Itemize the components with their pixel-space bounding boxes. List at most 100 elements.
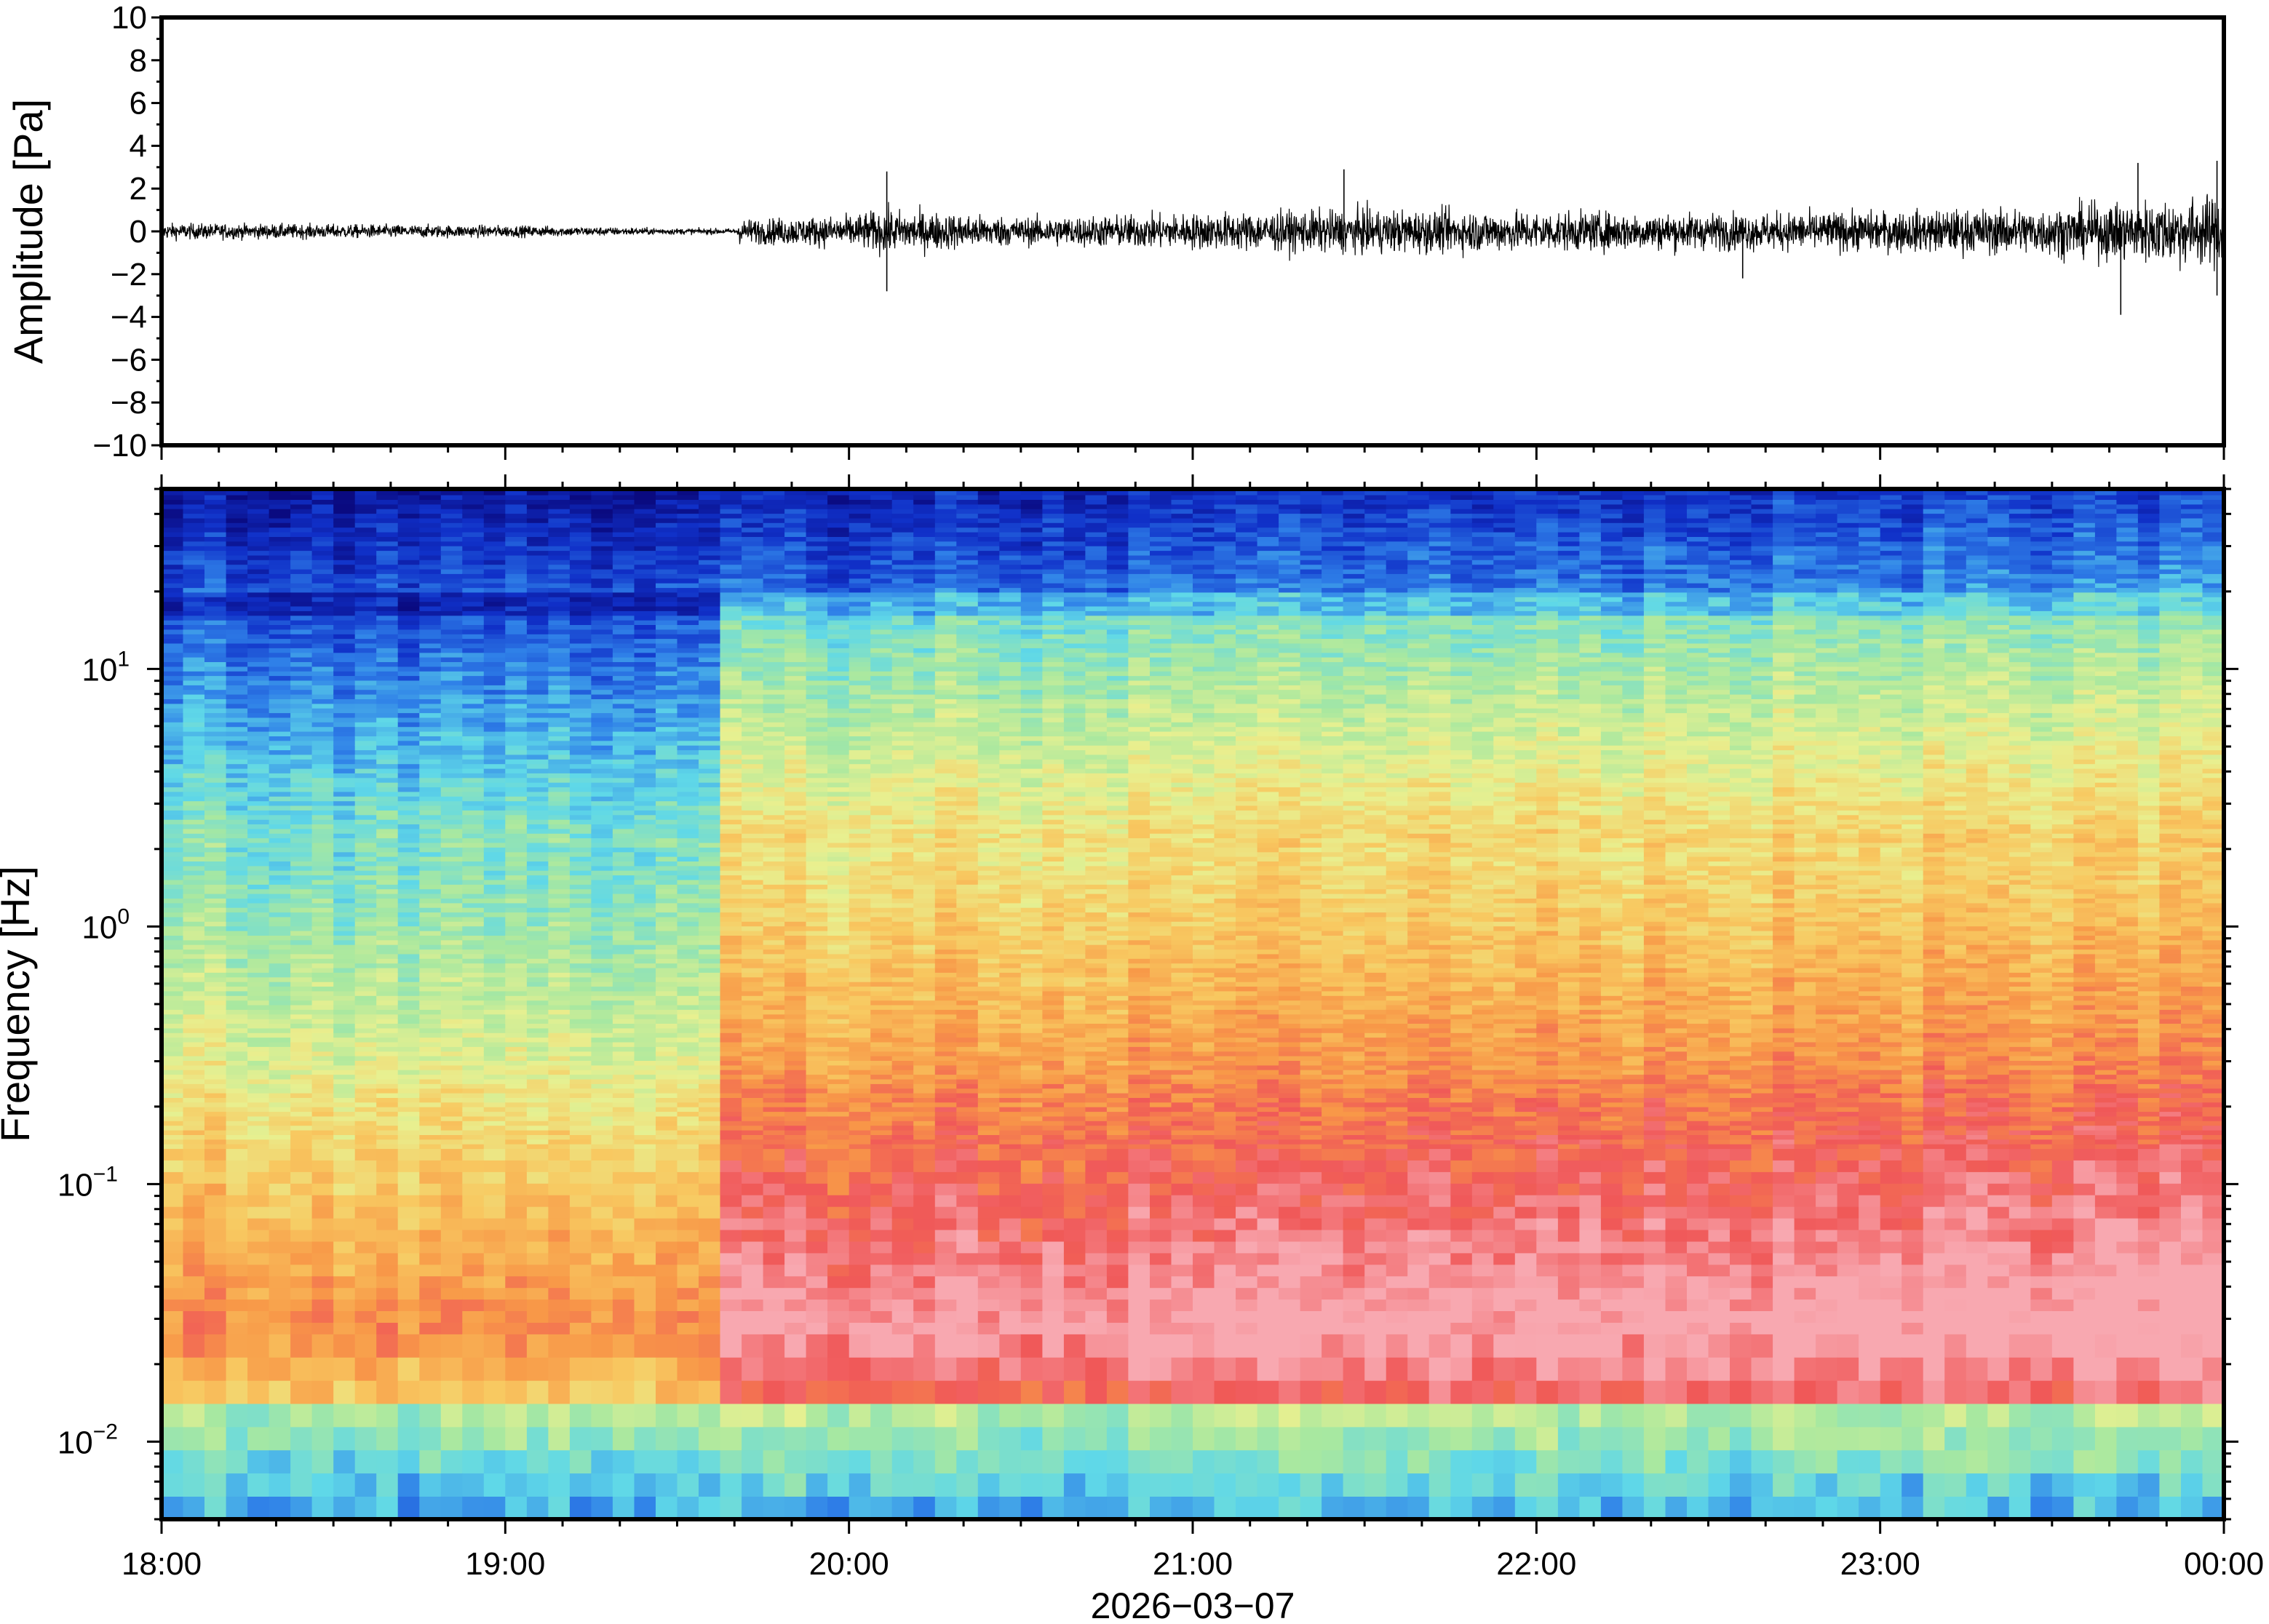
spectrogram-cell (784, 1229, 807, 1242)
spectrogram-cell (742, 499, 764, 505)
spectrogram-cell (483, 869, 506, 876)
spectrogram-cell (656, 1183, 678, 1195)
spectrogram-cell (204, 1060, 227, 1066)
spectrogram-cell (162, 861, 184, 867)
spectrogram-cell (183, 1037, 205, 1043)
spectrogram-cell (483, 601, 506, 607)
spectrogram-cell (720, 921, 742, 927)
spectrogram-cell (462, 921, 485, 927)
spectrogram-cell (204, 926, 227, 931)
spectrogram-cell (656, 1032, 678, 1038)
spectrogram-cell (548, 990, 571, 996)
spectrogram-cell (699, 1183, 721, 1195)
spectrogram-cell (226, 1171, 248, 1184)
spectrogram-cell (591, 642, 613, 648)
waveform-y-tick-label: 0 (130, 214, 147, 250)
spectrogram-cell (311, 1252, 334, 1265)
spectrogram-cell (634, 513, 656, 519)
spectrogram-cell (526, 1046, 549, 1052)
spectrogram-cell (462, 1046, 485, 1052)
spectrogram-cell (162, 527, 184, 533)
spectrogram-cell (677, 550, 699, 556)
spectrogram-cell (462, 601, 485, 607)
spectrogram-cell (634, 939, 656, 945)
spectrogram-cell (699, 912, 721, 918)
spectrogram-cell (569, 517, 592, 523)
spectrogram-cell (204, 1403, 227, 1428)
spectrogram-cell (269, 995, 291, 1001)
spectrogram-cell (548, 847, 571, 853)
spectrogram-cell (742, 1310, 764, 1323)
spectrogram-cell (462, 722, 485, 728)
spectrogram-cell (612, 541, 635, 546)
spectrogram-cell (462, 685, 485, 690)
spectrogram-cell (548, 972, 571, 978)
spectrogram-cell (226, 744, 248, 751)
spectrogram-cell (569, 1074, 592, 1080)
spectrogram-cell (162, 749, 184, 755)
spectrogram-cell (569, 554, 592, 560)
spectrogram-cell (763, 1183, 785, 1195)
spectrogram-cell (634, 587, 656, 593)
spectrogram-cell (548, 1380, 571, 1404)
spectrogram-cell (784, 1046, 807, 1052)
spectrogram-cell (462, 1102, 485, 1107)
spectrogram-cell (763, 560, 785, 565)
spectrogram-cell (183, 648, 205, 653)
spectrogram-cell (440, 731, 464, 736)
spectrogram-cell (226, 963, 248, 968)
spectrogram-cell (699, 693, 721, 699)
spectrogram-cell (354, 638, 377, 644)
spectrogram-cell (656, 884, 678, 890)
spectrogram-cell (634, 972, 656, 978)
spectrogram-cell (269, 1496, 291, 1519)
spectrogram-cell (720, 1064, 742, 1070)
spectrogram-cell (483, 847, 506, 853)
spectrogram-cell (720, 568, 742, 574)
spectrogram-cell (419, 1183, 442, 1195)
spectrogram-cell (247, 810, 270, 816)
spectrogram-cell (699, 568, 721, 574)
spectrogram-cell (763, 508, 785, 514)
spectrogram-cell (612, 703, 635, 709)
spectrogram-cell (720, 939, 742, 945)
spectrogram-cell (226, 1148, 248, 1161)
spectrogram-cell (612, 726, 635, 732)
spectrogram-cell (612, 875, 635, 880)
spectrogram-cell (720, 791, 742, 797)
spectrogram-cell (333, 832, 356, 839)
spectrogram-cell (569, 693, 592, 699)
spectrogram-cell (634, 907, 656, 913)
spectrogram-cell (720, 1125, 742, 1131)
spectrogram-cell (763, 1102, 785, 1107)
spectrogram-cell (569, 1160, 592, 1172)
spectrogram-cell (634, 893, 656, 899)
spectrogram-cell (290, 995, 313, 1001)
spectrogram-cell (440, 1115, 464, 1121)
spectrogram-cell (397, 527, 420, 533)
spectrogram-cell (269, 810, 291, 816)
spectrogram-cell (419, 712, 442, 718)
spectrogram-cell (548, 884, 571, 890)
spectrogram-cell (634, 842, 656, 848)
spectrogram-cell (269, 1195, 291, 1207)
spectrogram-cell (162, 930, 184, 936)
spectrogram-cell (376, 517, 399, 523)
spectrogram-cell (483, 1171, 506, 1184)
spectrogram-cell (569, 1014, 592, 1019)
spectrogram-cell (483, 605, 506, 611)
spectrogram-cell (419, 698, 442, 704)
spectrogram-cell (505, 685, 528, 690)
spectrogram-cell (354, 722, 377, 728)
spectrogram-cell (677, 675, 699, 681)
spectrogram-cell (677, 1206, 699, 1219)
spectrogram-cell (784, 1139, 807, 1145)
spectrogram-cell (699, 1252, 721, 1265)
spectrogram-cell (505, 1217, 528, 1230)
spectrogram-cell (354, 912, 377, 918)
spectrogram-cell (763, 1027, 785, 1033)
spectrogram-cell (419, 842, 442, 848)
spectrogram-cell (376, 541, 399, 546)
spectrogram-cell (699, 712, 721, 718)
spectrogram-cell (419, 800, 442, 806)
